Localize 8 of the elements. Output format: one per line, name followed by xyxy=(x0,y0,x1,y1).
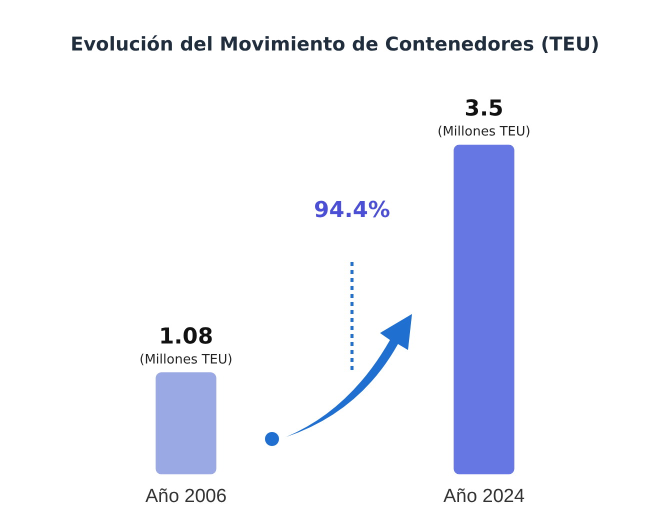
data-label: 1.08 xyxy=(158,324,214,350)
x-tick-label: Año 2006 xyxy=(145,486,227,507)
data-label: 3.5 xyxy=(464,96,504,122)
annotation: (Millones TEU) xyxy=(438,124,530,140)
x-tick-label: Año 2024 xyxy=(443,486,526,507)
annotation: (Millones TEU) xyxy=(140,352,232,368)
chart-title: Evolución del Movimiento de Contenedores (TEU) xyxy=(70,33,600,56)
annotation: 94.4% xyxy=(312,198,392,223)
